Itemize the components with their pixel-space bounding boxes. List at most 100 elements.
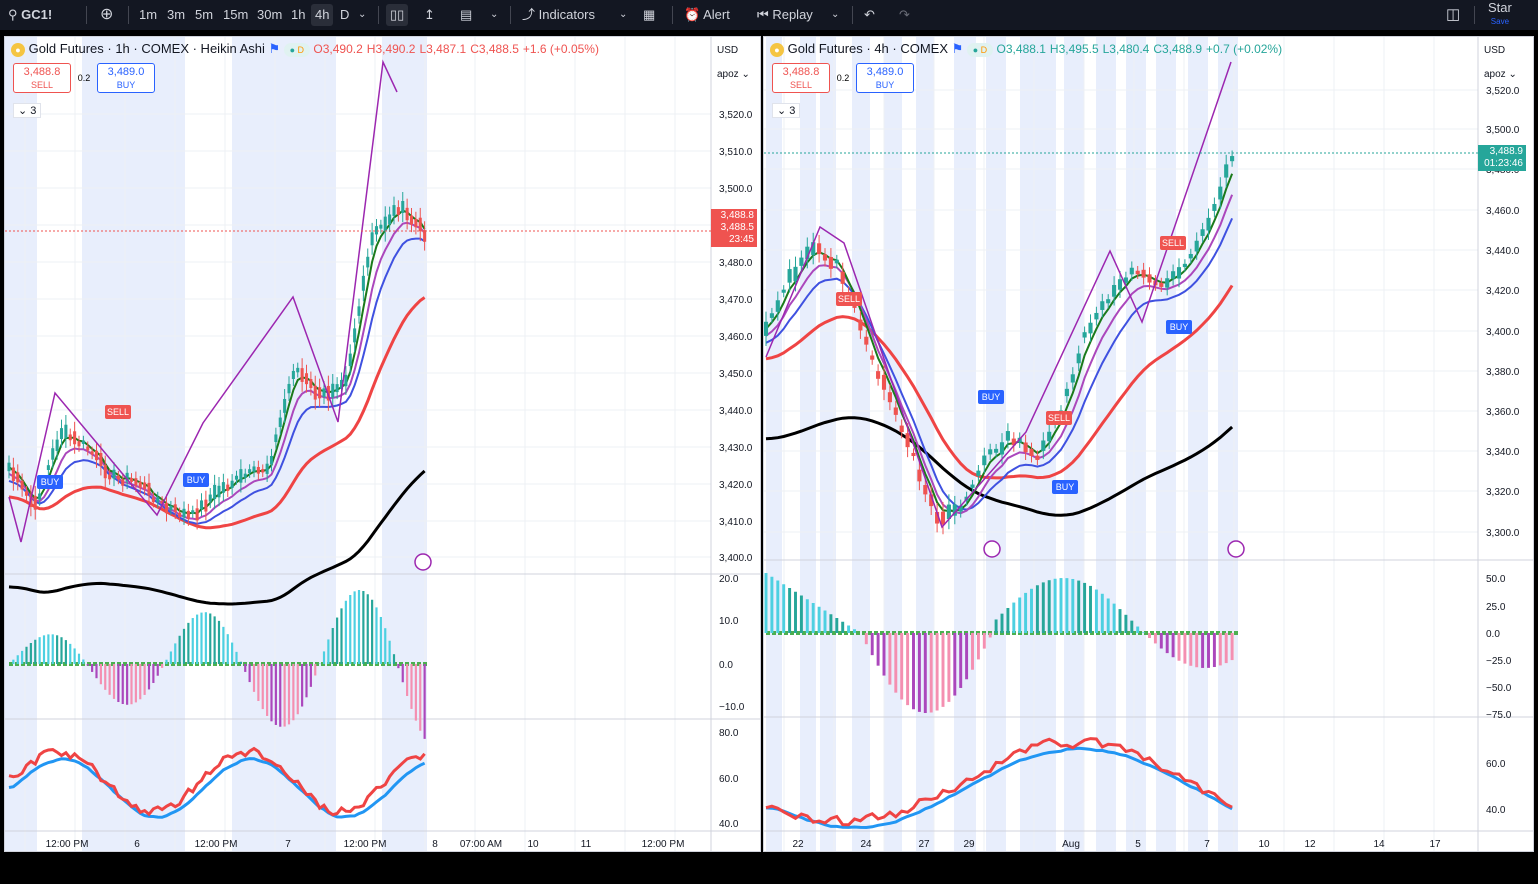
chart-pane-right[interactable]: SELLBUYSELLBUYSELLBUY3,520.03,500.03,480… [763,36,1534,852]
candle [121,479,125,486]
candle [99,453,103,466]
candle [1070,374,1075,383]
buy-signal: BUY [1052,480,1078,494]
time-axis-label: 29 [963,839,975,850]
sell-button[interactable]: 3,488.8 SELL [13,63,71,93]
candle [799,257,804,266]
candle [265,463,269,474]
split-view-icon[interactable]: ◫ [1446,6,1461,23]
scale-mode-select[interactable]: apoz ⌄ [717,69,750,80]
candle [1106,299,1111,304]
buy-signal: BUY [978,390,1004,404]
replay-button[interactable]: ⏮ Replay [757,7,813,22]
interval-chevron-down-icon[interactable]: ⌄ [358,9,367,20]
collapse-indicators-button[interactable]: ⌄ 3 [772,103,801,118]
candle [923,485,928,495]
interval-1h[interactable]: 1h [291,7,306,22]
candle [300,368,304,382]
chart-pane-left[interactable]: SELLBUYBUY3,520.03,510.03,500.03,490.03,… [4,36,761,852]
interval-4h[interactable]: 4h [311,4,334,26]
price-axis-label: 3,440.0 [1486,246,1520,257]
signal-label: SELL [107,407,129,417]
flag-icon: ⚑ [268,41,281,56]
candle [822,254,828,261]
indicators-chevron-down-icon[interactable]: ⌄ [619,9,628,20]
collapse-indicators-button[interactable]: ⌄ 3 [13,103,42,118]
candle [339,379,344,389]
candle [86,446,90,451]
undo-icon[interactable]: ↶ [864,7,875,22]
layout-icon[interactable]: ▦ [643,7,656,22]
indicators-button[interactable]: ⤴ Indicators [522,7,596,22]
candle [958,505,963,512]
candle [370,232,374,246]
candle [905,433,910,448]
buy-button[interactable]: 3,489.0 BUY [856,63,914,93]
price-axis-label: 3,300.0 [1486,528,1520,539]
chart-canvas-right[interactable]: SELLBUYSELLBUYSELLBUY3,520.03,500.03,480… [764,37,1534,852]
candle [1218,186,1223,200]
price-axis-label: 3,400.0 [719,553,753,564]
candle [73,431,77,445]
alert-button[interactable]: ⏰ Alert [684,7,730,22]
candle [970,484,975,488]
session-band [766,37,782,851]
time-axis-label: 12 [1304,839,1316,850]
candle [103,465,107,479]
candle [51,448,55,460]
price-axis-label: 3,460.0 [719,332,753,343]
chart-canvas-left[interactable]: SELLBUYBUY3,520.03,510.03,500.03,490.03,… [5,37,761,852]
ema-mid-line [8,221,426,521]
interval-1m[interactable]: 1m [139,7,158,22]
candle [805,246,810,260]
bar-style-icon[interactable]: ▯▯ [386,4,409,26]
line-style-icon[interactable]: ↥ [424,7,435,22]
candle [38,493,42,500]
candle [361,275,365,291]
session-band [954,37,976,851]
style-chevron-down-icon[interactable]: ⌄ [490,9,499,20]
session-band [1156,37,1176,851]
interval-30m[interactable]: 30m [257,7,283,22]
candle [164,502,169,514]
oscillator-axis-label: −50.0 [1486,683,1512,694]
currency-select[interactable]: USD [717,45,739,56]
interval-5m[interactable]: 5m [195,7,214,22]
currency-select[interactable]: USD [1484,45,1506,56]
candle [881,374,887,390]
candle [870,355,875,360]
time-axis-label: 10 [1258,839,1270,850]
buy-button[interactable]: 3,489.0 BUY [97,63,155,93]
candle [781,289,786,293]
price-axis-label: 3,480.0 [719,258,753,269]
candle [186,510,190,519]
replay-chevron-down-icon[interactable]: ⌄ [831,9,840,20]
publish-button[interactable]: Star Save [1488,0,1512,26]
sell-button[interactable]: 3,488.8 SELL [772,63,830,93]
rsi-axis-label: 60.0 [719,774,739,785]
search-icon: ⚲ [8,7,18,22]
candle [852,304,857,308]
price-axis-label: 3,360.0 [1486,407,1520,418]
interval-3m[interactable]: 3m [167,7,186,22]
candle [1076,353,1081,364]
candle [204,499,208,512]
price-axis-label: 3,420.0 [1486,286,1520,297]
ema-fast-line [8,209,426,515]
oscillator-axis-label: 0.0 [719,660,733,671]
candle [1047,431,1052,442]
interval-15m[interactable]: 15m [223,7,249,22]
candle [1141,269,1146,278]
add-symbol-icon[interactable]: ⊕ [100,6,114,23]
candle [243,473,247,478]
candle-style-icon[interactable]: ▤ [460,7,473,22]
redo-icon[interactable]: ↷ [899,7,910,22]
candle [374,226,379,235]
sell-signal: SELL [836,292,862,306]
symbol-search[interactable]: ⚲ GC1! [8,7,53,22]
scale-mode-select[interactable]: apoz ⌄ [1484,69,1517,80]
signal-label: BUY [982,392,1001,402]
interval-d[interactable]: D [340,7,350,22]
time-axis-label: 11 [581,839,592,850]
candle [952,504,957,516]
